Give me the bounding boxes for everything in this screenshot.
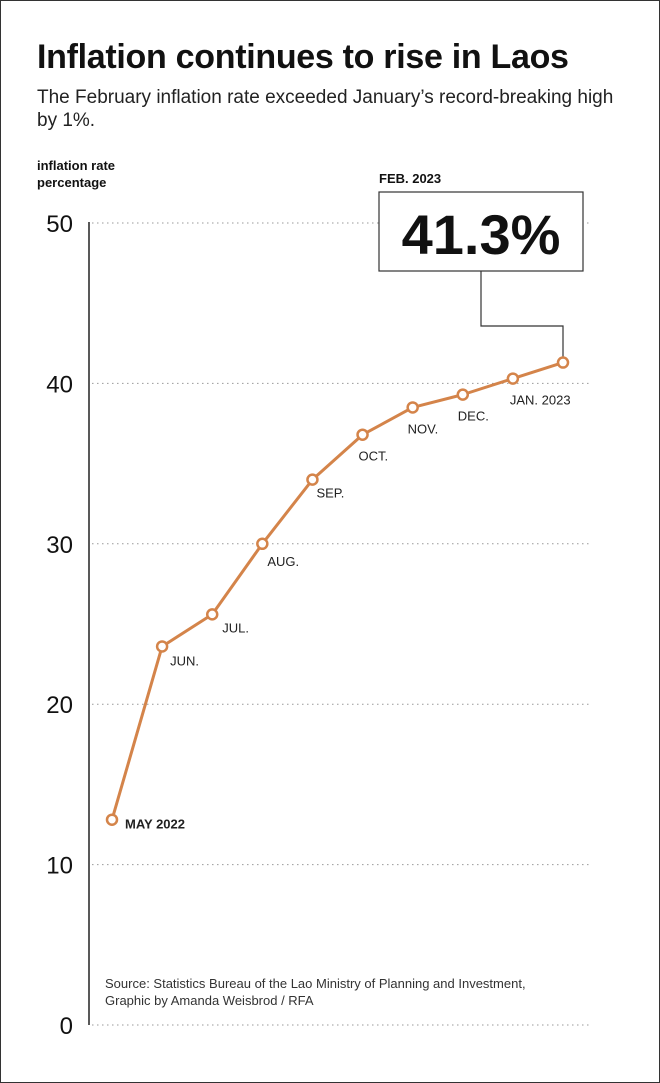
grid-layer (92, 222, 590, 1026)
y-tick-label: 40 (46, 371, 73, 398)
y-axis-title-line2: percentage (37, 175, 107, 190)
callout-leader-line (480, 271, 564, 357)
data-point (306, 473, 319, 486)
data-point (506, 372, 520, 385)
point-labels: MAY 2022 JUN. JUL. AUG. SEP. OCT. NOV. DEC. JAN.… (125, 393, 571, 832)
data-point (556, 356, 570, 369)
point-label: JAN. 2023 (510, 393, 571, 408)
data-point (256, 537, 269, 551)
y-tick-label: 10 (46, 853, 73, 880)
y-axis-title-line1: inflation rate (37, 158, 116, 173)
point-label: SEP. (316, 486, 344, 501)
chart-title: Inflation continues to rise in Laos (37, 38, 569, 76)
point-label: NOV. (408, 421, 439, 436)
source-line2: Graphic by Amanda Weisbrod / RFA (105, 993, 314, 1008)
chart-subtitle: The February inflation rate exceeded Jan… (37, 87, 614, 131)
y-tick-labels: 0 10 20 30 40 50 (46, 211, 73, 1040)
data-point (155, 640, 169, 653)
data-point (105, 813, 119, 826)
source-line1: Source: Statistics Bureau of the Lao Min… (105, 976, 526, 991)
data-points (105, 356, 570, 826)
point-label: OCT. (359, 449, 389, 464)
data-point (456, 388, 470, 401)
data-point (356, 428, 369, 441)
y-tick-label: 20 (46, 692, 73, 719)
source-note: Source: Statistics Bureau of the Lao Min… (105, 975, 605, 1009)
y-tick-label: 30 (46, 532, 73, 559)
y-tick-label: 50 (46, 211, 73, 238)
data-point (406, 401, 419, 414)
point-label: JUL. (222, 620, 249, 635)
point-label: AUG. (267, 554, 299, 569)
callout-value: 41.3% (402, 203, 561, 266)
callout-box (378, 191, 584, 272)
series-line (110, 361, 565, 822)
data-point (205, 608, 219, 621)
point-label: JUN. (170, 653, 199, 668)
point-label: MAY 2022 (125, 817, 185, 832)
y-axis-title: inflation rate percentage (37, 157, 197, 191)
y-tick-label: 0 (60, 1013, 73, 1040)
callout-date-label: FEB. 2023 (379, 171, 441, 186)
point-label: DEC. (458, 409, 489, 424)
